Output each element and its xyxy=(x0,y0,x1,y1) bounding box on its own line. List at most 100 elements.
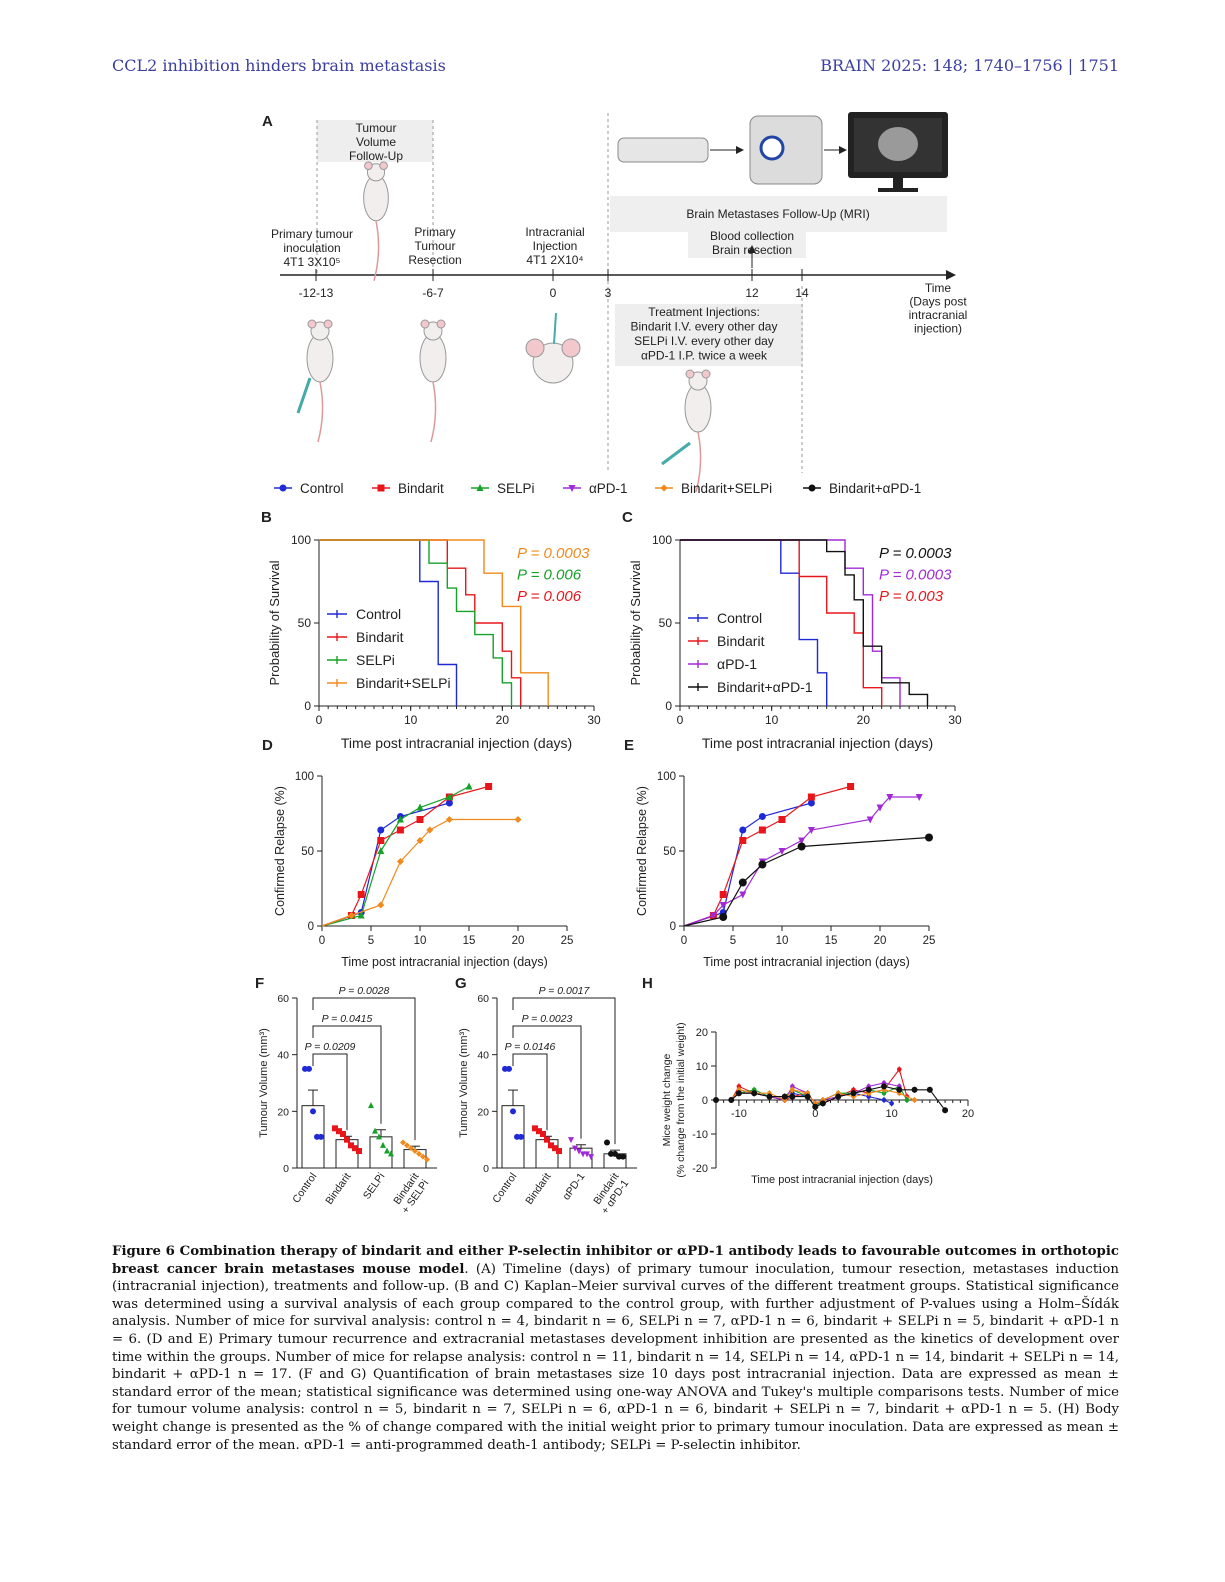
mouse-ear xyxy=(364,161,373,171)
data-point xyxy=(357,911,365,919)
timeline-tick-label: 14 xyxy=(795,286,809,300)
data-point xyxy=(739,837,747,844)
data-point xyxy=(719,891,727,898)
x-tick-label: 10 xyxy=(404,713,418,727)
timeline-arrowhead xyxy=(946,270,956,280)
p-value: P = 0.0028 xyxy=(339,985,390,997)
y-tick-label: 20 xyxy=(277,1106,289,1118)
x-axis-label: Time post intracranial injection (days) xyxy=(341,735,572,751)
significance-bracket xyxy=(312,997,416,1141)
timeline-tick-label: -6-7 xyxy=(422,286,444,300)
y-tick-label: 60 xyxy=(477,993,489,1005)
x-tick-label: 0 xyxy=(677,713,684,727)
time-axis-label: intracranial xyxy=(909,308,968,322)
data-point xyxy=(408,1145,414,1152)
data-point xyxy=(347,912,355,919)
x-tick-label: 20 xyxy=(962,1108,974,1120)
intracranial-label: Injection xyxy=(533,239,578,253)
data-point xyxy=(866,816,874,824)
data-point xyxy=(719,913,728,921)
data-point xyxy=(396,858,404,865)
data-point xyxy=(376,1133,382,1140)
data-point xyxy=(377,847,385,854)
syringe xyxy=(661,441,691,466)
tumour-followup-label: Follow-Up xyxy=(349,149,403,163)
y-tick-label: 40 xyxy=(277,1050,289,1062)
data-point xyxy=(476,484,484,491)
category-label: Control xyxy=(290,1171,319,1206)
data-point xyxy=(766,1093,773,1100)
data-point xyxy=(384,1147,390,1154)
data-point xyxy=(751,1090,758,1097)
data-point xyxy=(445,793,453,800)
x-tick-label: 10 xyxy=(776,935,789,947)
data-point xyxy=(396,815,404,823)
treatment-label: SELPi I.V. every other day xyxy=(634,334,774,348)
legend-entry: αPD-1 xyxy=(589,481,628,496)
mouse-tail xyxy=(317,381,324,443)
primary-inoculation-label: inoculation xyxy=(283,241,340,255)
y-axis-label: Mice weight change (% change from the ini… xyxy=(661,1022,687,1177)
syringe xyxy=(296,377,312,414)
tumour-followup-label: Tumour xyxy=(356,121,397,135)
panel-e-relapse: E 0 50 100 0 5 10 15 20 25 Time post intracranial … xyxy=(624,737,935,969)
panel-letter: H xyxy=(642,975,653,992)
panel-b-survival: B 0 50 100 0 10 20 30 Time post intracranial inj… xyxy=(261,509,601,751)
data-point xyxy=(728,1097,735,1103)
data-point xyxy=(340,1131,346,1137)
time-axis-label: Time xyxy=(925,281,952,295)
significance-bracket xyxy=(512,1025,582,1139)
x-tick-label: 10 xyxy=(765,713,779,727)
survival-curve xyxy=(319,539,549,706)
y-axis-label: Tumour Volume (mm³) xyxy=(458,1028,470,1138)
data-point xyxy=(915,794,923,801)
mouse-tail xyxy=(695,431,702,493)
p-value: P = 0.0146 xyxy=(505,1041,556,1053)
relapse-line xyxy=(683,796,920,927)
p-value: P = 0.003 xyxy=(879,588,944,605)
panel-letter: G xyxy=(455,975,467,992)
data-point xyxy=(400,1139,406,1146)
blood-box xyxy=(688,228,806,258)
data-point xyxy=(738,878,747,887)
data-point xyxy=(544,1136,550,1143)
x-tick-label: 0 xyxy=(319,935,325,947)
data-point xyxy=(548,1142,554,1149)
treatment-label: Treatment Injections: xyxy=(648,305,760,319)
panel-letter: F xyxy=(255,975,264,992)
p-value: P = 0.0023 xyxy=(522,1013,573,1025)
mouse-head-injection xyxy=(525,312,581,384)
flow-arrowhead xyxy=(736,146,744,154)
data-point xyxy=(781,1093,788,1100)
data-point xyxy=(372,1127,378,1134)
data-point xyxy=(904,1097,910,1103)
legend-entry: αPD-1 xyxy=(717,656,757,672)
y-tick-label: 100 xyxy=(657,771,676,783)
y-tick-label: -10 xyxy=(692,1129,708,1141)
y-tick-label: 0 xyxy=(665,699,672,713)
data-point xyxy=(536,1128,542,1135)
data-point xyxy=(886,794,894,801)
legend-entry: Control xyxy=(356,606,401,622)
mouse-ear xyxy=(436,319,446,329)
y-tick-label: 20 xyxy=(477,1106,489,1118)
panel-c-survival: C 0 50 100 0 10 20 30 Time post intracranial inj… xyxy=(622,509,962,751)
caption-body: . (A) Timeline (days) of primary tumour … xyxy=(112,1261,1119,1453)
flow-arrowhead xyxy=(839,146,847,154)
time-axis-label: (Days post xyxy=(909,295,967,309)
data-point xyxy=(568,1137,574,1144)
significance-bracket xyxy=(312,1025,382,1124)
y-axis-label: Confirmed Relapse (%) xyxy=(273,786,287,916)
p-value: P = 0.0003 xyxy=(517,545,590,562)
data-point xyxy=(876,804,884,812)
data-point xyxy=(604,1139,610,1146)
data-point xyxy=(352,1145,358,1152)
data-point xyxy=(344,1136,350,1143)
y-tick-label: 100 xyxy=(291,533,311,547)
x-axis-label: Time post intracranial injection (days) xyxy=(341,955,548,969)
mri-label: Brain Metastases Follow-Up (MRI) xyxy=(686,207,869,221)
category-label: Bindarit xyxy=(523,1171,553,1207)
legend-entry: Control xyxy=(300,481,344,496)
